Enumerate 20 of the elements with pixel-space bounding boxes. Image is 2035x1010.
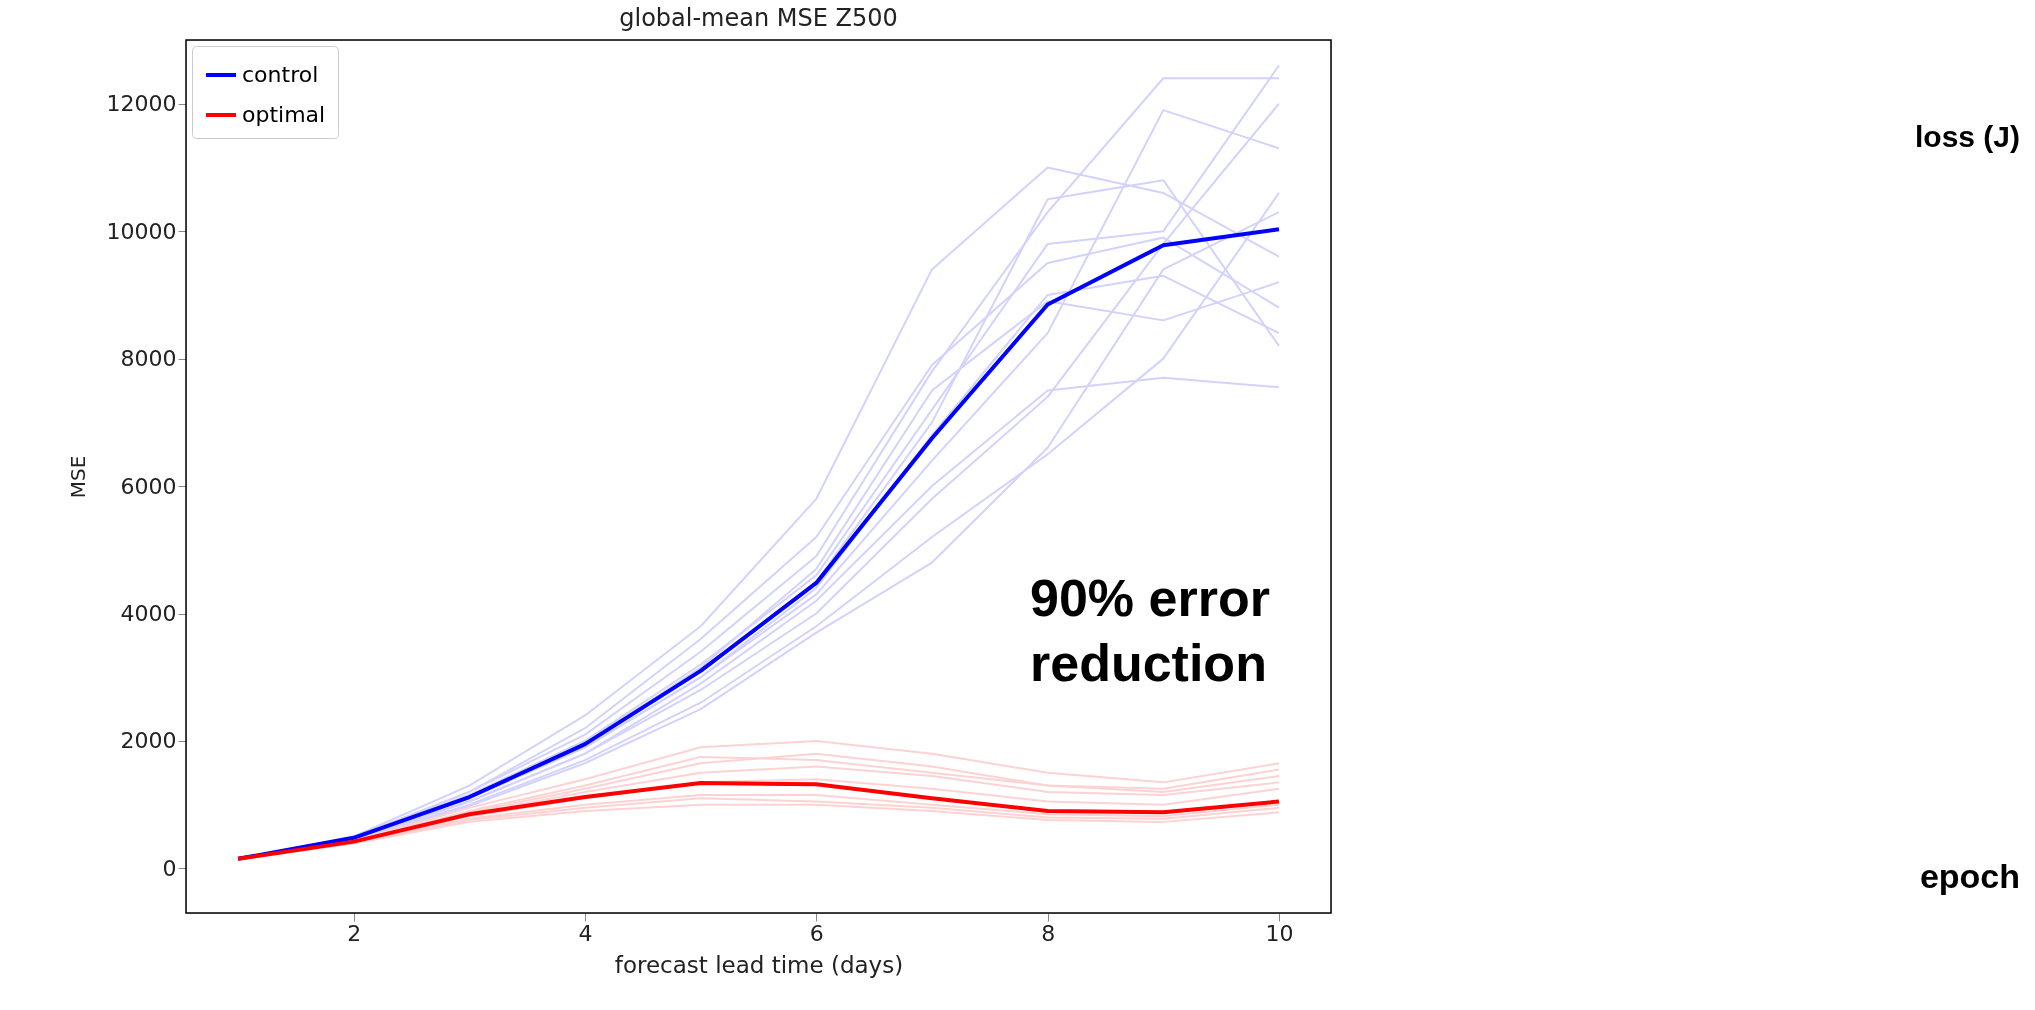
x-tick-label: 8 <box>1041 920 1056 946</box>
x-tick-label: 2 <box>347 920 362 946</box>
y-axis-title: MSE <box>65 455 90 499</box>
x-tick-label: 4 <box>578 920 593 946</box>
text: epoch <box>1919 857 2020 895</box>
x-axis-title: forecast lead time (days) <box>614 951 904 978</box>
legend-label: control <box>242 62 319 87</box>
x-tick-label: 6 <box>809 920 824 946</box>
y-tick-label: 0 <box>162 855 177 881</box>
y-tick-label: 10000 <box>106 218 177 244</box>
legend-label: optimal <box>242 102 326 127</box>
chart-title: global-mean MSE Z500 <box>619 4 898 33</box>
y-tick-label: 6000 <box>120 473 177 499</box>
y-tick-label: 4000 <box>120 601 177 626</box>
y-tick-label: 2000 <box>120 728 177 754</box>
x-tick-label: 10 <box>1265 920 1294 946</box>
annotation: 90% error reduction <box>1030 569 1270 692</box>
y-tick-label: 12000 <box>106 91 177 117</box>
y-tick-label: 8000 <box>120 346 177 372</box>
text: loss (J) <box>1914 120 2020 153</box>
